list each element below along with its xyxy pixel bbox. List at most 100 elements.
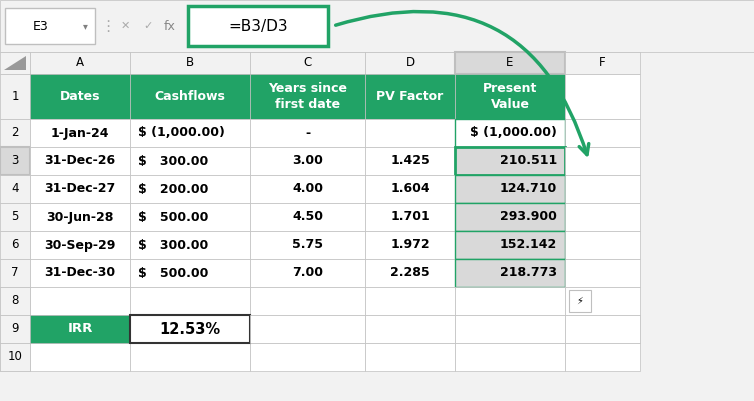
Bar (365, 203, 455, 231)
Text: B: B (186, 57, 194, 69)
Bar (0, 119, 30, 147)
Text: Years since
first date: Years since first date (268, 83, 347, 111)
Bar (365, 147, 455, 175)
Bar (250, 74, 365, 119)
Text: D: D (406, 57, 415, 69)
Bar (250, 343, 365, 371)
Text: A: A (76, 57, 84, 69)
Bar (130, 315, 250, 343)
Text: $   500.00: $ 500.00 (138, 267, 208, 279)
Text: Dates: Dates (60, 90, 100, 103)
Bar (130, 287, 250, 315)
Bar (30, 259, 130, 287)
Bar (30, 287, 130, 315)
Bar (565, 315, 640, 343)
Text: 1.425: 1.425 (390, 154, 430, 168)
Bar (455, 203, 565, 231)
Bar (30, 231, 130, 259)
Bar (188, 6, 328, 46)
Bar (30, 315, 130, 343)
Text: Present
Value: Present Value (483, 83, 537, 111)
Bar (130, 74, 250, 119)
Bar (565, 287, 640, 315)
Bar (365, 119, 455, 147)
Bar (455, 119, 565, 147)
Bar (365, 52, 455, 74)
Text: $   500.00: $ 500.00 (138, 211, 208, 223)
Bar (130, 259, 250, 287)
Bar (0, 287, 30, 315)
Text: 9: 9 (11, 322, 19, 336)
Bar (0, 203, 30, 231)
Bar (250, 175, 365, 203)
Text: PV Factor: PV Factor (376, 90, 443, 103)
Text: 1.972: 1.972 (390, 239, 430, 251)
Text: $   300.00: $ 300.00 (138, 154, 208, 168)
Text: IRR: IRR (67, 322, 93, 336)
Bar (5, 8, 95, 44)
Bar (0, 315, 30, 343)
Bar (565, 315, 640, 343)
Text: 210.511: 210.511 (500, 154, 557, 168)
Text: 4: 4 (11, 182, 19, 196)
Bar (130, 52, 250, 74)
Text: 6: 6 (11, 239, 19, 251)
Bar (0, 231, 30, 259)
Bar (0, 315, 30, 343)
Bar (0, 259, 30, 287)
Text: $ (1,000.00): $ (1,000.00) (470, 126, 557, 140)
Bar (455, 259, 565, 287)
Text: 30-Sep-29: 30-Sep-29 (44, 239, 115, 251)
Text: 2.285: 2.285 (390, 267, 430, 279)
Bar (365, 343, 455, 371)
Bar (0, 52, 30, 74)
Text: ✕: ✕ (121, 21, 130, 31)
Bar (250, 287, 365, 315)
Text: 1: 1 (11, 90, 19, 103)
Text: 7: 7 (11, 267, 19, 279)
Text: 8: 8 (11, 294, 19, 308)
Text: 4.50: 4.50 (292, 211, 323, 223)
Bar (130, 119, 250, 147)
Text: 31-Dec-27: 31-Dec-27 (44, 182, 115, 196)
Bar (365, 315, 455, 343)
Text: E3: E3 (33, 20, 49, 32)
Bar (130, 203, 250, 231)
Bar (365, 175, 455, 203)
Text: 1.701: 1.701 (390, 211, 430, 223)
Bar (455, 343, 565, 371)
Text: 4.00: 4.00 (292, 182, 323, 196)
Bar (0, 343, 30, 371)
Bar (0, 287, 30, 315)
Bar (565, 203, 640, 231)
Bar (0, 147, 30, 175)
Bar (30, 203, 130, 231)
Text: =B3/D3: =B3/D3 (228, 18, 288, 34)
Bar (455, 315, 565, 343)
Text: 3.00: 3.00 (292, 154, 323, 168)
Bar (0, 343, 30, 371)
Text: 30-Jun-28: 30-Jun-28 (46, 211, 114, 223)
Polygon shape (4, 56, 26, 70)
Bar (565, 259, 640, 287)
Bar (130, 175, 250, 203)
Bar (250, 119, 365, 147)
Bar (130, 315, 250, 343)
Bar (565, 175, 640, 203)
Text: $   300.00: $ 300.00 (138, 239, 208, 251)
Bar (30, 315, 130, 343)
Text: 31-Dec-26: 31-Dec-26 (44, 154, 115, 168)
Bar (130, 343, 250, 371)
Bar (250, 231, 365, 259)
Bar (130, 147, 250, 175)
Bar (250, 315, 365, 343)
Bar (365, 259, 455, 287)
Bar (569, 290, 591, 312)
Bar (365, 315, 455, 343)
Bar (0, 175, 30, 203)
Bar (565, 231, 640, 259)
Bar (565, 147, 640, 175)
Text: 31-Dec-30: 31-Dec-30 (44, 267, 115, 279)
Text: $ (1,000.00): $ (1,000.00) (138, 126, 225, 140)
Bar (250, 315, 365, 343)
